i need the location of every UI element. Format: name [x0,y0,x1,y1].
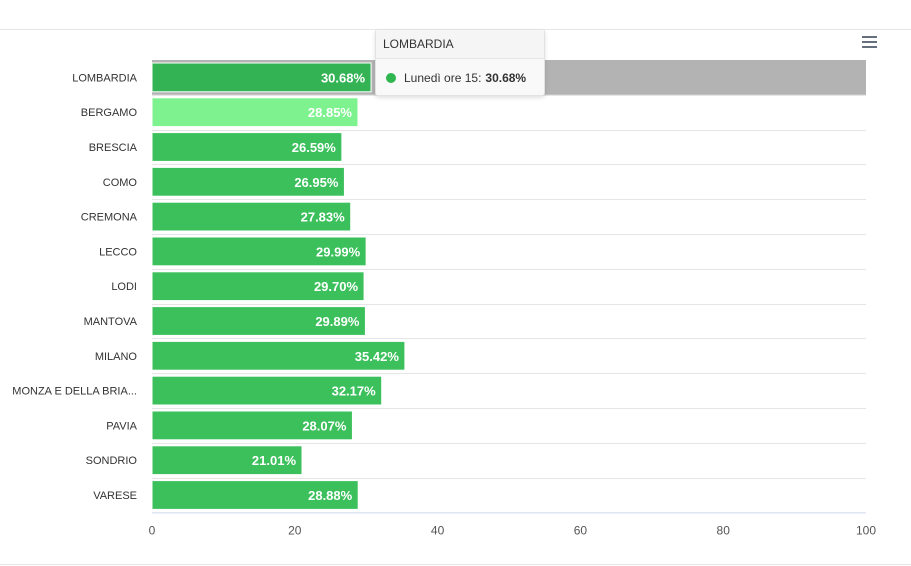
category-label: MONZA E DELLA BRIA... [12,386,137,398]
category-label: VARESE [93,490,137,502]
bar[interactable] [151,166,345,197]
bar-value-label: 29.99% [316,244,361,259]
category-label: MANTOVA [84,316,138,328]
category-label: CREMONA [81,212,138,224]
tooltip-title: LOMBARDIA [376,30,544,59]
x-tick-label: 80 [717,523,731,537]
x-tick-label: 60 [574,523,588,537]
bar-value-label: 26.59% [292,140,337,155]
category-label: LODI [111,281,137,293]
bar[interactable] [151,201,352,232]
category-label: PAVIA [106,420,137,432]
bar-value-label: 26.95% [294,175,339,190]
tooltip-row: Lunedì ore 15: 30.68% [386,71,526,85]
bottom-divider [0,564,911,565]
bar[interactable] [151,306,366,336]
x-tick-label: 40 [431,523,445,537]
x-tick-label: 20 [288,523,302,537]
bar[interactable] [151,375,383,406]
bar[interactable] [151,445,303,476]
category-label: BERGAMO [81,107,138,119]
bar[interactable] [151,410,353,441]
bar-value-label: 21.01% [252,453,297,468]
bar-value-label: 29.89% [315,314,360,329]
bar-value-label: 28.85% [308,105,353,120]
category-label: LOMBARDIA [72,72,137,84]
bar[interactable] [151,340,406,371]
bar[interactable] [151,132,343,162]
bar-value-label: 29.70% [314,279,359,294]
x-tick-label: 100 [856,523,876,537]
chart-tooltip: LOMBARDIA Lunedì ore 15: 30.68% [375,29,545,96]
bar[interactable] [151,97,359,128]
bar-value-label: 27.83% [301,210,346,225]
bar[interactable] [151,236,367,267]
tooltip-series-dot-icon [386,73,396,83]
bar-value-label: 32.17% [332,384,377,399]
bar[interactable] [151,271,365,302]
category-label: MILANO [95,351,138,363]
tooltip-value: 30.68% [485,71,527,85]
category-label: LECCO [99,246,137,258]
category-label: SONDRIO [86,455,138,467]
bar-value-label: 28.07% [302,418,347,433]
category-label: COMO [103,177,138,189]
bar[interactable] [151,480,359,510]
bar-value-label: 28.88% [308,488,353,503]
bar-value-label: 35.42% [355,349,400,364]
tooltip-series-label: Lunedì ore 15: [404,71,482,85]
hamburger-menu-icon[interactable] [858,34,880,50]
bar[interactable] [151,62,372,93]
category-label: BRESCIA [89,142,138,154]
x-tick-label: 0 [149,523,156,537]
bar-value-label: 30.68% [321,70,366,85]
